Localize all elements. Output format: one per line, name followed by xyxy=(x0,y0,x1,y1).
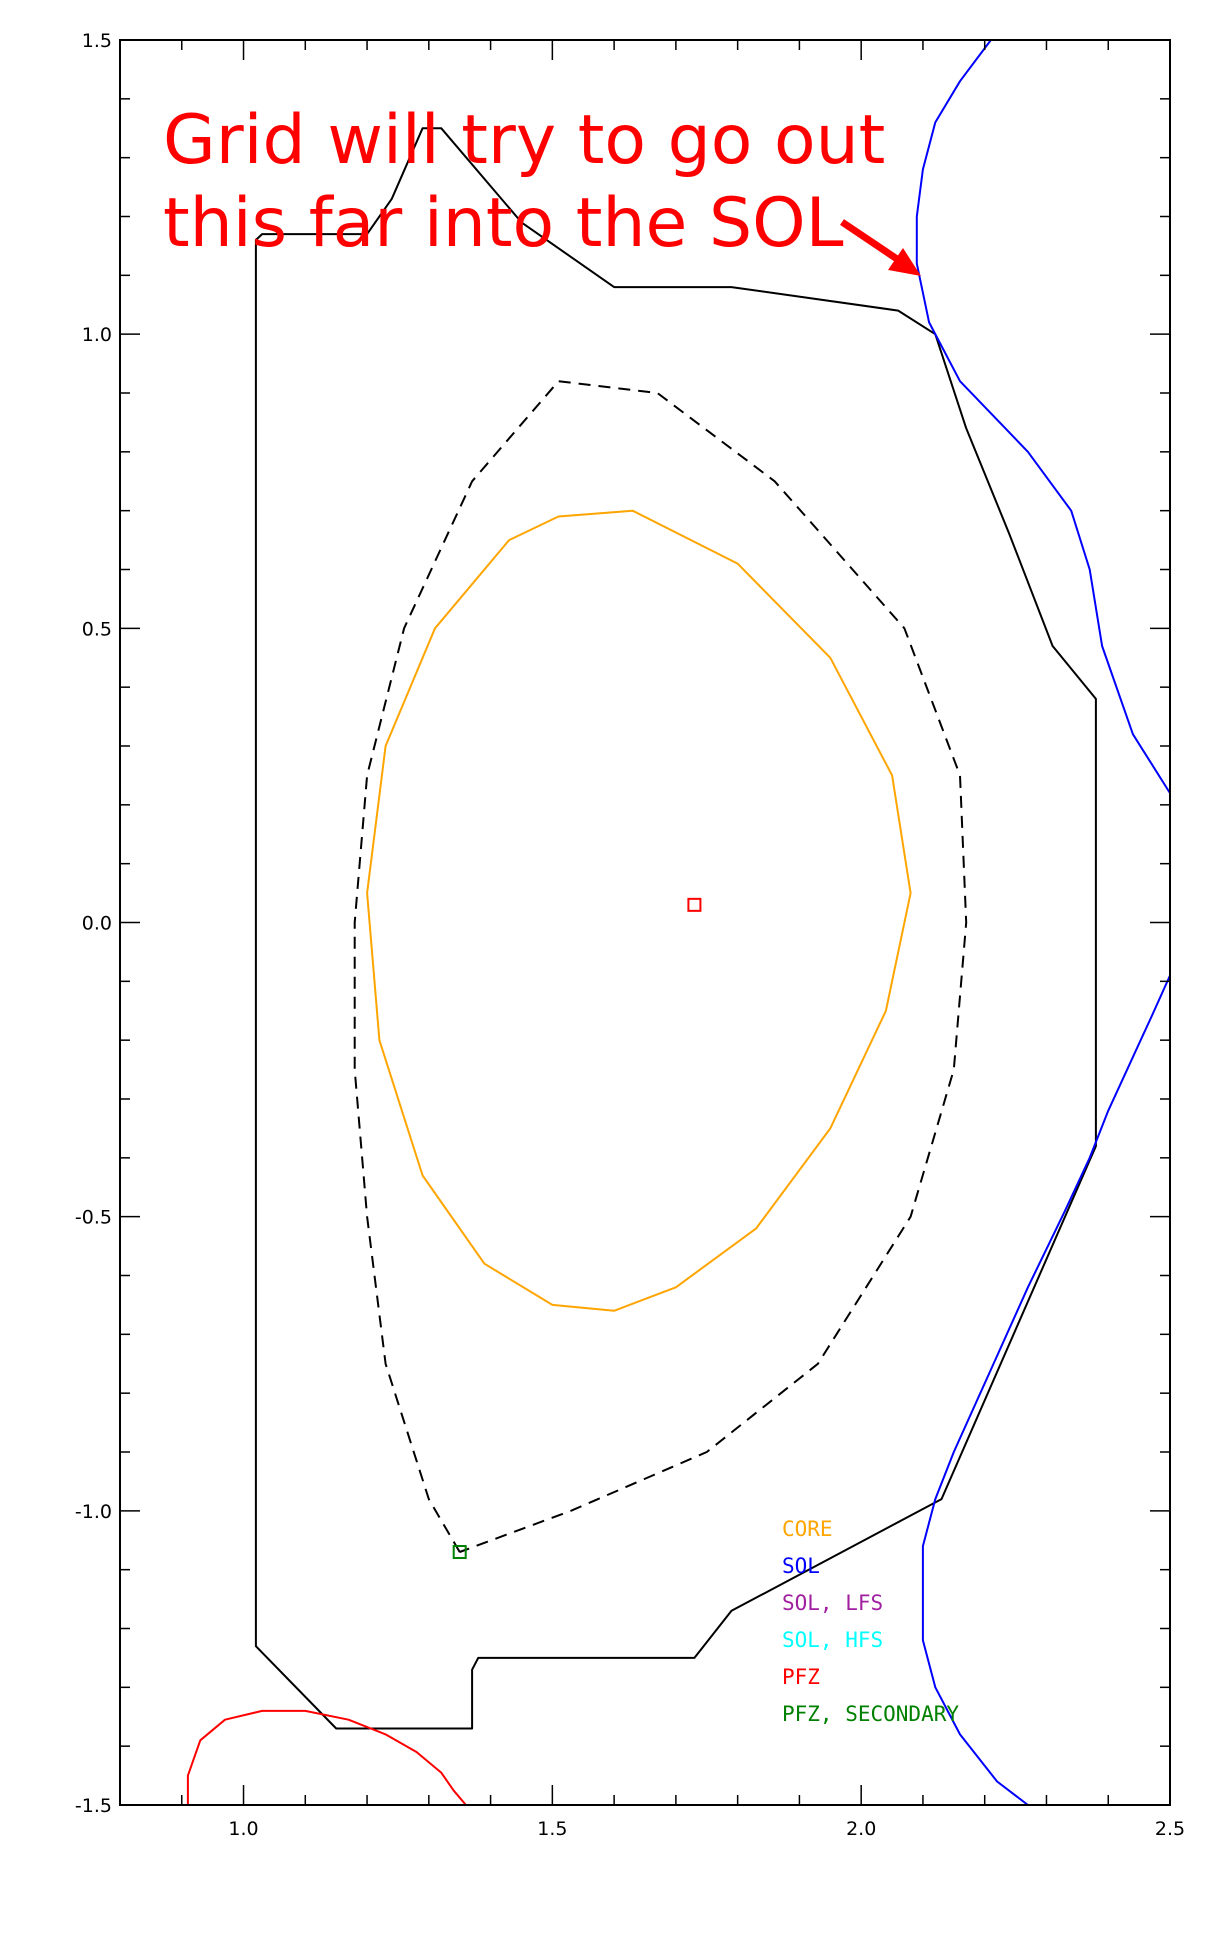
annotation: Grid will try to go out this far into th… xyxy=(163,101,921,276)
x-tick-label: 1.5 xyxy=(537,1818,567,1840)
series-separatrix xyxy=(353,380,968,1553)
series-core xyxy=(366,509,912,1312)
y-tick-label: 0.0 xyxy=(82,913,112,935)
x-axis-tick-labels: 1.0 1.5 2.0 2.5 xyxy=(228,1818,1185,1840)
marker-layer xyxy=(452,897,702,1560)
marker-magnetic-axis xyxy=(687,897,702,912)
annotation-arrow-icon xyxy=(840,219,921,276)
series-pfz xyxy=(186,1709,467,1806)
x-tick-label: 2.0 xyxy=(846,1818,876,1840)
annotation-line-2: this far into the SOL xyxy=(163,184,844,263)
legend: CORE SOL SOL, LFS SOL, HFS PFZ PFZ, SECO… xyxy=(782,1517,959,1726)
y-tick-label: -1.0 xyxy=(75,1501,112,1523)
series-wall xyxy=(254,127,1097,1730)
marker-x-point xyxy=(452,1545,467,1560)
annotation-line-1: Grid will try to go out xyxy=(163,101,885,180)
series-layer xyxy=(186,39,1171,1806)
legend-item-sol-hfs: SOL, HFS xyxy=(782,1628,883,1652)
legend-item-pfz: PFZ xyxy=(782,1665,820,1689)
x-tick-label: 1.0 xyxy=(228,1818,258,1840)
axis-ticks xyxy=(119,39,1171,1806)
y-tick-label: 1.0 xyxy=(82,324,112,346)
legend-item-sol: SOL xyxy=(782,1554,820,1578)
y-tick-label: 1.5 xyxy=(82,30,112,52)
series-sol_lower xyxy=(921,975,1171,1806)
y-tick-label: 0.5 xyxy=(82,618,112,640)
y-tick-label: -0.5 xyxy=(75,1207,112,1229)
legend-item-sol-lfs: SOL, LFS xyxy=(782,1591,883,1615)
legend-item-pfz-secondary: PFZ, SECONDARY xyxy=(782,1702,959,1726)
y-tick-label: -1.5 xyxy=(75,1795,112,1817)
x-tick-label: 2.5 xyxy=(1155,1818,1185,1840)
series-sol_upper xyxy=(915,39,1171,794)
y-axis-tick-labels: -1.5 -1.0 -0.5 0.0 0.5 1.0 1.5 xyxy=(75,30,112,1817)
legend-item-core: CORE xyxy=(782,1517,833,1541)
